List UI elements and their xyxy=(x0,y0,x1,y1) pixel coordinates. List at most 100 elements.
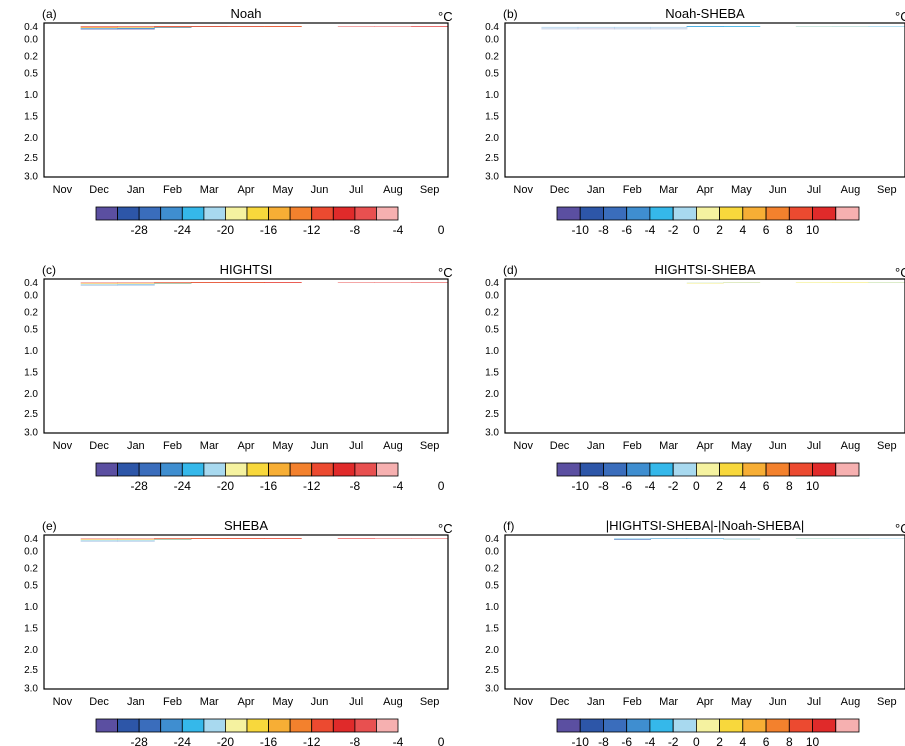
colorbar-tick-label: 6 xyxy=(763,735,770,746)
x-tick-label: May xyxy=(731,696,752,708)
y-tick-label: 1.5 xyxy=(485,367,499,378)
x-tick-label: May xyxy=(272,440,293,452)
x-tick-label: Mar xyxy=(659,184,678,196)
colorbar-swatch xyxy=(181,206,205,221)
x-tick-label: May xyxy=(731,440,752,452)
x-tick-label: Dec xyxy=(89,696,109,708)
colorbar-swatch xyxy=(579,462,604,477)
colorbar-swatch xyxy=(742,718,767,733)
colorbar-swatch xyxy=(672,206,697,221)
colorbar-tick-label: 0 xyxy=(438,735,445,746)
y-tick-label: 1.5 xyxy=(24,623,38,634)
colorbar-swatch xyxy=(224,206,248,221)
y-tick-label: 0.0 xyxy=(24,290,38,301)
colorbar-swatch xyxy=(311,718,334,733)
colorbar-tick-label: -8 xyxy=(350,223,361,237)
x-tick-label: Mar xyxy=(200,696,219,708)
colorbar-swatch xyxy=(719,462,744,477)
x-tick-label: Mar xyxy=(659,440,678,452)
x-tick-label: Apr xyxy=(696,696,713,708)
colorbar-tick-label: -2 xyxy=(668,735,679,746)
y-tick-label: 2.5 xyxy=(24,409,38,420)
y-tick-label: 1.5 xyxy=(24,111,38,122)
colorbar-swatch xyxy=(246,462,270,477)
colorbar-tick-label: 2 xyxy=(716,735,723,746)
y-tick-label: 0.5 xyxy=(485,68,499,79)
colorbar-swatch xyxy=(375,206,399,221)
heatmap-cell xyxy=(795,282,833,283)
colorbar-tick-label: 8 xyxy=(786,735,793,746)
colorbar-swatch xyxy=(765,462,790,477)
colorbar-swatch xyxy=(117,462,140,477)
colorbar-tick-label: -10 xyxy=(572,223,590,237)
x-tick-label: Aug xyxy=(841,184,861,196)
colorbar-swatch xyxy=(95,718,119,733)
heatmap-cell xyxy=(190,282,229,283)
y-tick-label: 0.5 xyxy=(24,68,38,79)
heatmap-cell xyxy=(264,26,302,27)
colorbar-tick-label: 0 xyxy=(438,479,445,493)
heatmap-cell xyxy=(686,26,724,27)
colorbar-tick-label: -4 xyxy=(645,223,656,237)
colorbar-swatch xyxy=(649,206,674,221)
x-tick-label: Jun xyxy=(311,696,329,708)
x-tick-label: Sep xyxy=(420,696,440,708)
colorbar-swatch xyxy=(289,206,313,221)
colorbar-tick-label: 8 xyxy=(786,223,793,237)
colorbar-swatch xyxy=(579,206,604,221)
colorbar-tick-label: 6 xyxy=(763,223,770,237)
colorbar-swatch xyxy=(203,462,226,477)
heatmap-cell xyxy=(190,538,229,539)
colorbar-swatch xyxy=(354,462,377,477)
panel-label: (e) xyxy=(42,519,57,533)
x-tick-label: Dec xyxy=(89,440,109,452)
unit-label: °C xyxy=(438,9,453,24)
x-tick-label: Jul xyxy=(807,696,821,708)
colorbar-tick-label: 10 xyxy=(806,223,820,237)
panel-title: HIGHTSI-SHEBA xyxy=(654,262,755,277)
colorbar-tick-label: -16 xyxy=(260,479,278,493)
colorbar-swatch xyxy=(812,462,837,477)
x-tick-label: Jul xyxy=(349,696,363,708)
x-tick-label: Feb xyxy=(623,184,642,196)
panel-title: SHEBA xyxy=(224,518,268,533)
colorbar-swatch xyxy=(203,718,226,733)
colorbar-swatch xyxy=(332,718,356,733)
plot-frame xyxy=(43,22,449,178)
colorbar-swatch xyxy=(626,206,651,221)
x-tick-label: Apr xyxy=(237,440,254,452)
x-tick-label: Dec xyxy=(550,440,570,452)
x-tick-label: May xyxy=(731,184,752,196)
y-tick-label: 2.5 xyxy=(485,409,499,420)
y-tick-label: 0.2 xyxy=(24,307,38,318)
x-tick-label: Apr xyxy=(696,184,713,196)
colorbar-swatch xyxy=(246,206,270,221)
colorbar-swatch xyxy=(556,718,581,733)
y-tick-label: 3.0 xyxy=(485,683,499,694)
x-tick-label: Nov xyxy=(53,440,73,452)
colorbar-tick-label: -2 xyxy=(668,479,679,493)
y-tick-label: 2.0 xyxy=(485,645,499,656)
heatmap-cell xyxy=(337,538,375,539)
colorbar-swatch xyxy=(672,462,697,477)
y-tick-label: 2.0 xyxy=(24,133,38,144)
colorbar-swatch xyxy=(246,718,270,733)
colorbar-swatch xyxy=(332,206,356,221)
colorbar-swatch xyxy=(556,206,581,221)
colorbar-tick-label: -6 xyxy=(621,479,632,493)
colorbar-swatch xyxy=(160,718,183,733)
heatmap-cell xyxy=(723,26,761,27)
colorbar-tick-label: 0 xyxy=(693,735,700,746)
colorbar-tick-label: -4 xyxy=(393,223,404,237)
heatmap-cell xyxy=(374,26,412,27)
colorbar-tick-label: -4 xyxy=(393,479,404,493)
y-tick-label: 0.0 xyxy=(24,546,38,557)
colorbar-swatch xyxy=(672,718,697,733)
y-tick-label: 1.0 xyxy=(24,90,38,101)
heatmap-cell xyxy=(868,282,905,283)
x-tick-label: Sep xyxy=(877,696,897,708)
colorbar-tick-label: -8 xyxy=(350,735,361,746)
y-tick-label: 1.5 xyxy=(485,111,499,122)
y-tick-label: 2.0 xyxy=(24,645,38,656)
colorbar-swatch xyxy=(268,206,291,221)
